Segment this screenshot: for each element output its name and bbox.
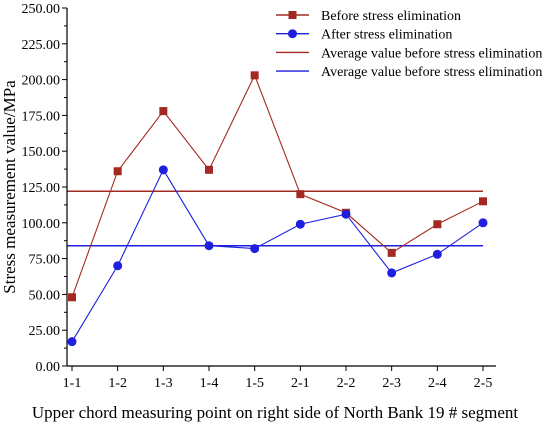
data-point-circle xyxy=(295,219,305,229)
x-tick-label: 2-2 xyxy=(337,376,356,391)
y-tick-label: 100.00 xyxy=(22,217,61,232)
y-tick-label: 150.00 xyxy=(22,145,61,160)
x-tick-label: 2-1 xyxy=(291,376,310,391)
data-point-circle xyxy=(113,261,123,271)
data-point-circle xyxy=(387,268,397,278)
legend-label: After stress elimination xyxy=(321,28,452,43)
y-axis-title: Stress measurement value/MPa xyxy=(0,80,19,294)
data-point-square xyxy=(159,107,168,116)
series-line xyxy=(71,168,484,342)
data-point-circle xyxy=(67,337,77,347)
x-tick-label: 1-1 xyxy=(63,376,82,391)
x-tick-label: 2-4 xyxy=(428,376,447,391)
data-point-circle xyxy=(250,244,260,254)
x-tick-label: 1-5 xyxy=(245,376,264,391)
data-point-square xyxy=(250,71,259,80)
data-point-circle xyxy=(341,209,351,219)
legend: Before stress elimination After stress el… xyxy=(276,9,542,80)
axes xyxy=(66,8,496,367)
y-tick-label: 125.00 xyxy=(22,181,61,196)
y-tick-label: 175.00 xyxy=(22,109,61,124)
data-point-square xyxy=(433,220,442,229)
data-point-square xyxy=(387,248,396,257)
x-tick-label: 1-2 xyxy=(108,376,127,391)
data-point-circle xyxy=(158,165,168,175)
x-tick-label: 2-5 xyxy=(474,376,493,391)
y-tick-label: 200.00 xyxy=(22,74,61,89)
x-axis-title: Upper chord measuring point on right sid… xyxy=(32,403,519,422)
y-tick-label: 225.00 xyxy=(22,38,61,53)
series-lines xyxy=(67,71,488,347)
legend-marker-circle xyxy=(288,29,297,39)
series-line xyxy=(71,73,484,298)
y-tick-label: 0.00 xyxy=(36,360,61,375)
data-point-circle xyxy=(478,218,488,228)
legend-marker-square xyxy=(288,11,297,19)
reference-lines xyxy=(67,190,483,247)
data-point-square xyxy=(205,165,213,174)
data-point-square xyxy=(113,167,122,176)
legend-label: Average value before stress elimination xyxy=(321,65,542,80)
y-tick-label: 25.00 xyxy=(29,324,61,339)
x-tick-label: 1-3 xyxy=(154,376,173,391)
ticks: 0.00 25.00 50.00 75.00 100.00 125.00 150.00 175… xyxy=(22,2,493,391)
y-tick-label: 50.00 xyxy=(29,288,61,303)
y-tick-label: 250.00 xyxy=(22,2,61,17)
data-point-circle xyxy=(204,241,214,251)
x-tick-label: 2-3 xyxy=(382,376,401,391)
data-point-square xyxy=(479,197,487,206)
y-tick-label: 75.00 xyxy=(29,253,61,268)
legend-label: Before stress elimination xyxy=(321,9,461,24)
data-point-square xyxy=(296,190,305,199)
x-tick-label: 1-4 xyxy=(200,376,219,391)
legend-label: Average value before stress elimination xyxy=(321,46,542,61)
data-point-square xyxy=(68,293,76,302)
data-point-circle xyxy=(432,249,442,259)
